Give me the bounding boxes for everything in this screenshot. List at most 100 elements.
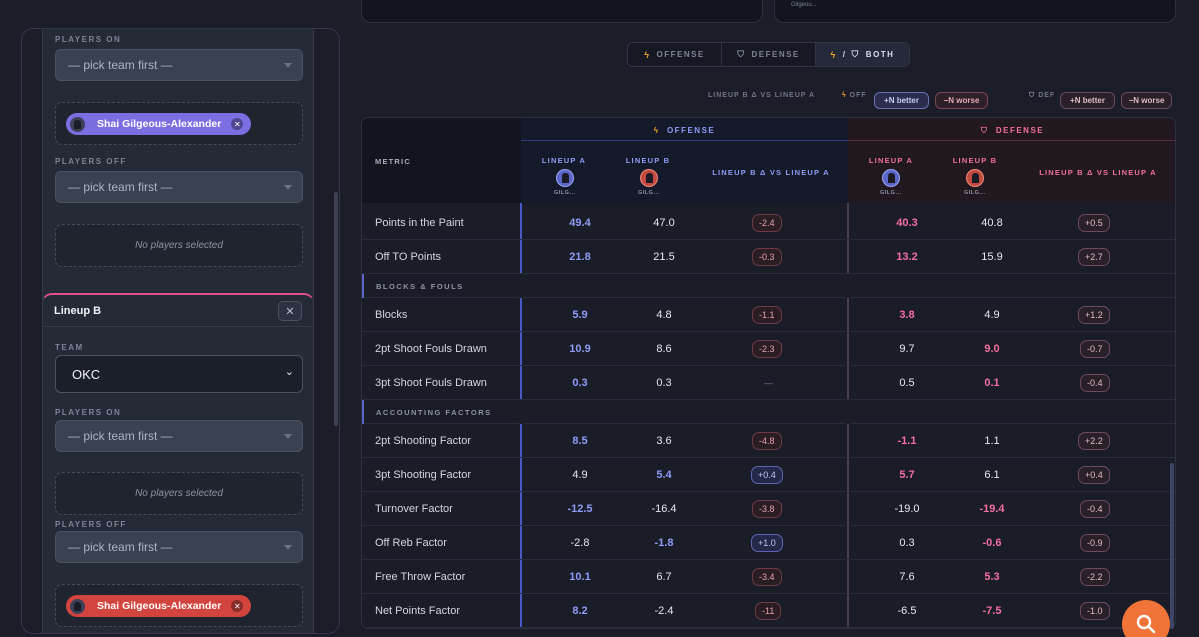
- off-lineup-b-value: 8.6: [656, 343, 672, 355]
- tab-both[interactable]: ϟ / ⛉ BOTH: [816, 43, 909, 66]
- player-avatar: [70, 598, 85, 614]
- def-delta-badge: +2.2: [1078, 432, 1110, 450]
- players-on-select[interactable]: — pick team first —: [55, 49, 303, 81]
- def-lineup-b-value: 6.1: [984, 469, 1000, 481]
- def-delta-badge: +2.7: [1078, 248, 1110, 266]
- off-delta-badge: -1.1: [752, 306, 782, 324]
- table-row: 3pt Shooting Factor 4.9 5.4 +0.4 5.7 6.1…: [362, 458, 1175, 492]
- tab-defense-label: DEFENSE: [751, 50, 800, 59]
- player-chip[interactable]: Shai Gilgeous-Alexander ✕: [66, 113, 252, 135]
- off-lineup-b-value: 0.3: [656, 377, 672, 389]
- player-chip[interactable]: Shai Gilgeous-Alexander ✕: [66, 595, 252, 617]
- def-delta-badge: -0.4: [1080, 500, 1110, 518]
- lineup-a-card: PLAYERS ON — pick team first — Shai Gilg…: [42, 29, 314, 308]
- def-lineup-b-value: 15.9: [981, 251, 1003, 263]
- defense-header: ⛉ DEFENSE LINEUP A GILG... LINEUP B GILG…: [848, 118, 1175, 203]
- metric-name: 3pt Shoot Fouls Drawn: [375, 377, 487, 389]
- def-lineup-a-value: -6.5: [897, 605, 917, 617]
- legend-def: ⛉ DEF: [1029, 92, 1055, 100]
- def-lineup-b-value: 40.8: [981, 217, 1003, 229]
- tab-defense[interactable]: ⛉ DEFENSE: [722, 43, 816, 66]
- dropdown-arrow-icon: [284, 545, 292, 550]
- table-scrollbar[interactable]: [1170, 463, 1174, 629]
- player-face-icon: [556, 169, 574, 187]
- def-delta-badge: -2.2: [1080, 568, 1110, 586]
- off-lineup-b-value: -16.4: [651, 503, 677, 515]
- players-off-select[interactable]: — pick team first —: [55, 531, 303, 563]
- players-on-select[interactable]: — pick team first —: [55, 420, 303, 452]
- col-lineup-b: LINEUP B: [625, 156, 671, 165]
- legend-def-label: DEF: [1038, 92, 1056, 99]
- metric-name: Points in the Paint: [375, 217, 464, 229]
- dropdown-arrow-icon: [284, 434, 292, 439]
- off-lineup-b-value: 6.7: [656, 571, 672, 583]
- lineup-b-header: Lineup B ✕: [43, 295, 313, 327]
- off-lineup-a-value: 21.8: [569, 251, 591, 263]
- def-lineup-b-value: 5.3: [984, 571, 1000, 583]
- close-lineup-button[interactable]: ✕: [278, 301, 302, 321]
- players-off-select[interactable]: — pick team first —: [55, 171, 303, 203]
- divider-gap: [846, 401, 850, 424]
- off-lineup-a-value: 4.9: [572, 469, 588, 481]
- metric-name: Blocks: [375, 309, 408, 321]
- tab-offense[interactable]: ϟ OFFENSE: [628, 43, 722, 66]
- players-off-select-value: — pick team first —: [68, 180, 173, 194]
- lineup-b-title: Lineup B: [54, 305, 102, 317]
- metric-name: 2pt Shoot Fouls Drawn: [375, 343, 487, 355]
- def-lineup-a-value: 40.3: [896, 217, 918, 229]
- off-lineup-b-value: -2.4: [654, 605, 674, 617]
- section-header: BLOCKS & FOULS: [362, 274, 1175, 298]
- offense-title-label: OFFENSE: [666, 126, 716, 135]
- legend-off-better: +N better: [874, 92, 929, 109]
- legend-def-worse: −N worse: [1121, 92, 1172, 109]
- off-lineup-a-value: 49.4: [569, 217, 591, 229]
- players-on-select-value: — pick team first —: [68, 58, 173, 72]
- offense-title: ϟ OFFENSE: [521, 126, 848, 135]
- legend-title: LINEUP B Δ VS LINEUP A: [708, 92, 816, 99]
- off-lineup-b-value: 5.4: [656, 469, 672, 481]
- off-lineup-b-value: -1.8: [654, 537, 674, 549]
- def-lineup-a-value: 0.3: [899, 537, 915, 549]
- dropdown-arrow-icon: [284, 63, 292, 68]
- def-lineup-a-value: 0.5: [899, 377, 915, 389]
- table-row: Off Reb Factor -2.8 -1.8 +1.0 0.3 -0.6 -…: [362, 526, 1175, 560]
- table-row: Off TO Points 21.8 21.5 -0.3 13.2 15.9 +…: [362, 240, 1175, 274]
- lineup-b-card: Lineup B ✕ TEAM OKC ⌄ PLAYERS ON — pick …: [42, 293, 314, 633]
- search-fab-button[interactable]: [1122, 600, 1170, 637]
- sidebar-scrollbar[interactable]: [334, 192, 338, 426]
- def-lineup-a-value: 9.7: [899, 343, 915, 355]
- player-face-label: GILG...: [638, 190, 660, 196]
- metric-header: METRIC: [375, 157, 411, 166]
- section-label: BLOCKS & FOULS: [376, 282, 464, 291]
- player-face-icon: [882, 169, 900, 187]
- divider-gap: [846, 275, 850, 298]
- team-select[interactable]: OKC ⌄: [55, 355, 303, 393]
- shield-icon: ⛉: [1029, 92, 1036, 99]
- table-row: 2pt Shoot Fouls Drawn 10.9 8.6 -2.3 9.7 …: [362, 332, 1175, 366]
- metric-name: Off TO Points: [375, 251, 442, 263]
- players-off-chip-zone: No players selected: [55, 224, 303, 267]
- remove-chip-icon[interactable]: ✕: [231, 600, 244, 612]
- off-lineup-b-value: 3.6: [656, 435, 672, 447]
- metric-name: 2pt Shooting Factor: [375, 435, 472, 447]
- bolt-icon: ϟ: [653, 126, 660, 135]
- metric-name: Off Reb Factor: [375, 537, 447, 549]
- legend-off-label: OFF: [849, 92, 867, 99]
- empty-state-text: No players selected: [135, 488, 223, 499]
- def-lineup-b-value: 0.1: [984, 377, 1000, 389]
- section-accent: [362, 274, 364, 298]
- summary-card-right: Gilgeou...: [774, 0, 1176, 23]
- remove-chip-icon[interactable]: ✕: [231, 118, 244, 130]
- chevron-down-icon: ⌄: [284, 366, 294, 378]
- off-delta-badge: -4.8: [752, 432, 782, 450]
- defense-title: ⛉ DEFENSE: [848, 126, 1175, 136]
- player-face-label: GILG...: [964, 190, 986, 196]
- def-lineup-a-value: 3.8: [899, 309, 915, 321]
- summary-card-left: [361, 0, 763, 23]
- team-select-value: OKC: [72, 366, 101, 382]
- off-delta-badge: -3.8: [752, 500, 782, 518]
- player-face-label: GILG...: [554, 190, 576, 196]
- player-face-icon: [966, 169, 984, 187]
- col-lineup-b: LINEUP B: [952, 156, 998, 165]
- col-lineup-a: LINEUP A: [541, 156, 587, 165]
